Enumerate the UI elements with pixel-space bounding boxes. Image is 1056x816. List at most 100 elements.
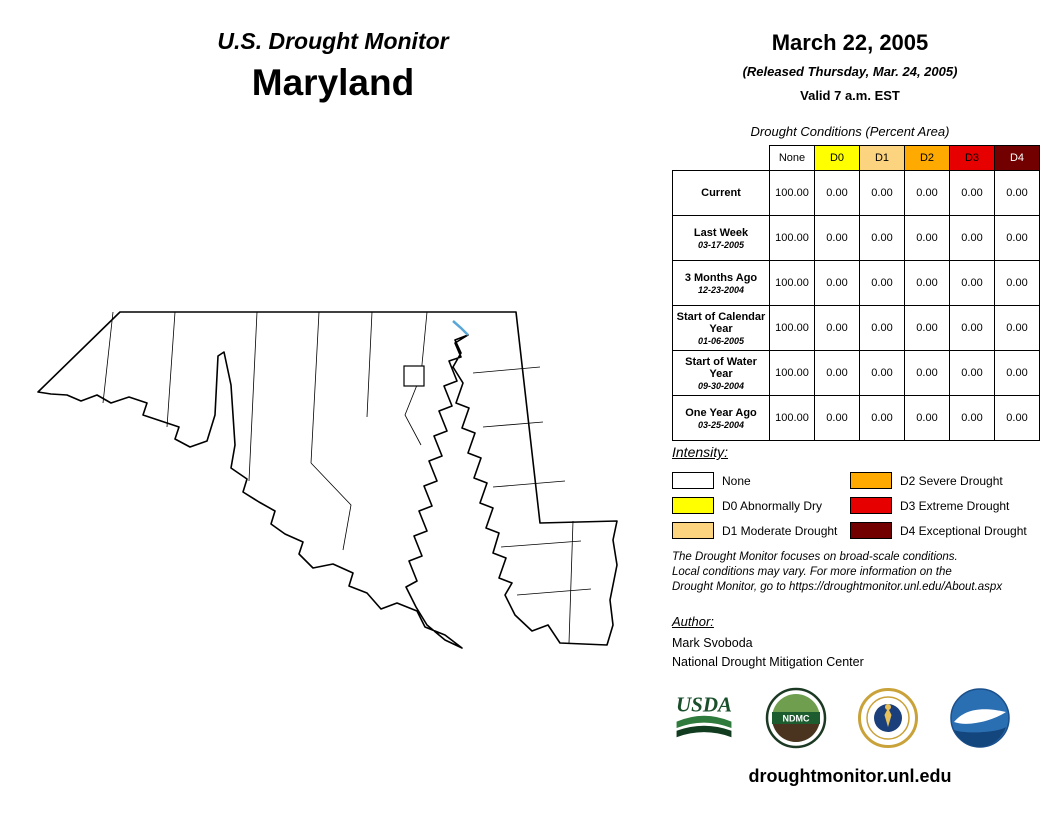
row-date: 12-23-2004 bbox=[697, 284, 745, 295]
legend-item: D4 Exceptional Drought bbox=[850, 518, 1027, 543]
table-cell: 0.00 bbox=[904, 260, 950, 306]
row-label: One Year Ago bbox=[685, 406, 757, 419]
city-boundary-square bbox=[403, 365, 425, 387]
legend-label: D4 Exceptional Drought bbox=[900, 523, 1027, 538]
commerce-seal-icon bbox=[858, 688, 918, 748]
legend-item: D0 Abnormally Dry bbox=[672, 493, 850, 518]
row-label: 3 Months Ago bbox=[684, 271, 758, 284]
author-heading: Author: bbox=[672, 614, 714, 629]
report-title: U.S. Drought Monitor bbox=[217, 28, 449, 54]
maryland-map-svg bbox=[37, 311, 618, 649]
table-row: Last Week 03-17-2005 100.00 0.00 0.00 0.… bbox=[672, 215, 1040, 261]
table-corner-cell bbox=[673, 146, 770, 171]
state-name: Maryland bbox=[251, 62, 415, 103]
usda-logo: USDA bbox=[672, 686, 736, 750]
ndmc-logo-text: NDMC bbox=[783, 714, 810, 724]
table-cell: 0.00 bbox=[904, 305, 950, 351]
report-date: March 22, 2005 bbox=[771, 30, 929, 55]
row-label: Current bbox=[701, 186, 741, 199]
table-cell: 0.00 bbox=[814, 170, 860, 216]
county-boundaries bbox=[102, 311, 592, 644]
table-cell: 0.00 bbox=[814, 395, 860, 441]
released-date: (Released Thursday, Mar. 24, 2005) bbox=[742, 64, 958, 79]
site-url: droughtmonitor.unl.edu bbox=[748, 766, 952, 786]
table-row: One Year Ago 03-25-2004 100.00 0.00 0.00… bbox=[672, 395, 1040, 441]
table-cell: 0.00 bbox=[859, 350, 905, 396]
table-cell: 0.00 bbox=[814, 305, 860, 351]
row-label: Start of Calendar Year bbox=[676, 310, 766, 335]
table-cell: 0.00 bbox=[949, 260, 995, 306]
valid-time: Valid 7 a.m. EST bbox=[800, 88, 900, 103]
table-cell: 0.00 bbox=[814, 350, 860, 396]
legend-item: D3 Extreme Drought bbox=[850, 493, 1027, 518]
legend-swatch-d0 bbox=[672, 497, 714, 514]
row-label: Last Week bbox=[693, 226, 749, 239]
table-cell: 0.00 bbox=[949, 215, 995, 261]
table-cell: 100.00 bbox=[769, 215, 815, 261]
table-cell: 0.00 bbox=[859, 395, 905, 441]
table-cell: 0.00 bbox=[994, 260, 1040, 306]
disclaimer-text: The Drought Monitor focuses on broad-sca… bbox=[672, 550, 1002, 595]
author-name: Mark Svoboda bbox=[672, 636, 753, 650]
legend-item: D1 Moderate Drought bbox=[672, 518, 850, 543]
legend-label: D3 Extreme Drought bbox=[900, 498, 1010, 513]
table-cell: 0.00 bbox=[859, 215, 905, 261]
legend-swatch-none bbox=[672, 472, 714, 489]
usda-logo-icon: USDA bbox=[676, 693, 732, 738]
author-organization: National Drought Mitigation Center bbox=[672, 655, 864, 669]
table-cell: 0.00 bbox=[994, 215, 1040, 261]
row-date: 03-25-2004 bbox=[697, 419, 745, 430]
disclaimer-line-1: The Drought Monitor focuses on broad-sca… bbox=[672, 551, 958, 563]
maryland-map bbox=[25, 295, 645, 655]
table-cell: 0.00 bbox=[994, 305, 1040, 351]
table-cell: 100.00 bbox=[769, 350, 815, 396]
table-cell: 0.00 bbox=[859, 305, 905, 351]
ndmc-logo-icon: NDMC bbox=[765, 687, 827, 749]
legend-label: D2 Severe Drought bbox=[900, 473, 1003, 488]
agency-logos: USDA NDMC bbox=[672, 686, 1012, 750]
disclaimer-line-2: Local conditions may vary. For more info… bbox=[672, 566, 952, 578]
legend-swatch-d1 bbox=[672, 522, 714, 539]
noaa-logo-icon bbox=[950, 688, 1010, 748]
ndmc-logo: NDMC bbox=[764, 686, 828, 750]
col-header-none: None bbox=[769, 145, 815, 171]
legend-swatch-d4 bbox=[850, 522, 892, 539]
col-header-d0: D0 bbox=[814, 145, 860, 171]
table-cell: 0.00 bbox=[949, 305, 995, 351]
row-label: Start of Water Year bbox=[685, 355, 757, 380]
table-cell: 0.00 bbox=[949, 170, 995, 216]
row-date: 09-30-2004 bbox=[697, 380, 745, 391]
table-cell: 0.00 bbox=[994, 170, 1040, 216]
row-date: 03-17-2005 bbox=[697, 239, 745, 250]
table-cell: 100.00 bbox=[769, 170, 815, 216]
legend-label: D1 Moderate Drought bbox=[722, 523, 838, 538]
legend-title: Intensity: bbox=[672, 444, 729, 460]
col-header-d4: D4 bbox=[994, 145, 1040, 171]
row-header: Start of Calendar Year 01-06-2005 bbox=[672, 305, 770, 351]
col-header-d1: D1 bbox=[859, 145, 905, 171]
table-row: Start of Water Year 09-30-2004 100.00 0.… bbox=[672, 350, 1040, 396]
table-cell: 0.00 bbox=[859, 170, 905, 216]
intensity-legend: None D0 Abnormally Dry D1 Moderate Droug… bbox=[672, 468, 1027, 543]
col-header-d2: D2 bbox=[904, 145, 950, 171]
col-header-d3: D3 bbox=[949, 145, 995, 171]
table-row: Start of Calendar Year 01-06-2005 100.00… bbox=[672, 305, 1040, 351]
river-line bbox=[452, 320, 469, 336]
legend-item: None bbox=[672, 468, 850, 493]
legend-label: None bbox=[722, 473, 751, 488]
table-cell: 0.00 bbox=[904, 350, 950, 396]
drought-conditions-table: None D0 D1 D2 D3 D4 Current 100.00 0.00 … bbox=[672, 145, 1040, 441]
row-header: Current bbox=[672, 170, 770, 216]
table-cell: 0.00 bbox=[904, 215, 950, 261]
row-header: Start of Water Year 09-30-2004 bbox=[672, 350, 770, 396]
legend-item: D2 Severe Drought bbox=[850, 468, 1027, 493]
legend-swatch-d2 bbox=[850, 472, 892, 489]
table-cell: 0.00 bbox=[949, 350, 995, 396]
table-cell: 0.00 bbox=[904, 395, 950, 441]
row-header: 3 Months Ago 12-23-2004 bbox=[672, 260, 770, 306]
table-row: 3 Months Ago 12-23-2004 100.00 0.00 0.00… bbox=[672, 260, 1040, 306]
usda-logo-text: USDA bbox=[676, 693, 732, 717]
table-header-row: None D0 D1 D2 D3 D4 bbox=[673, 145, 1040, 171]
commerce-seal bbox=[856, 686, 920, 750]
